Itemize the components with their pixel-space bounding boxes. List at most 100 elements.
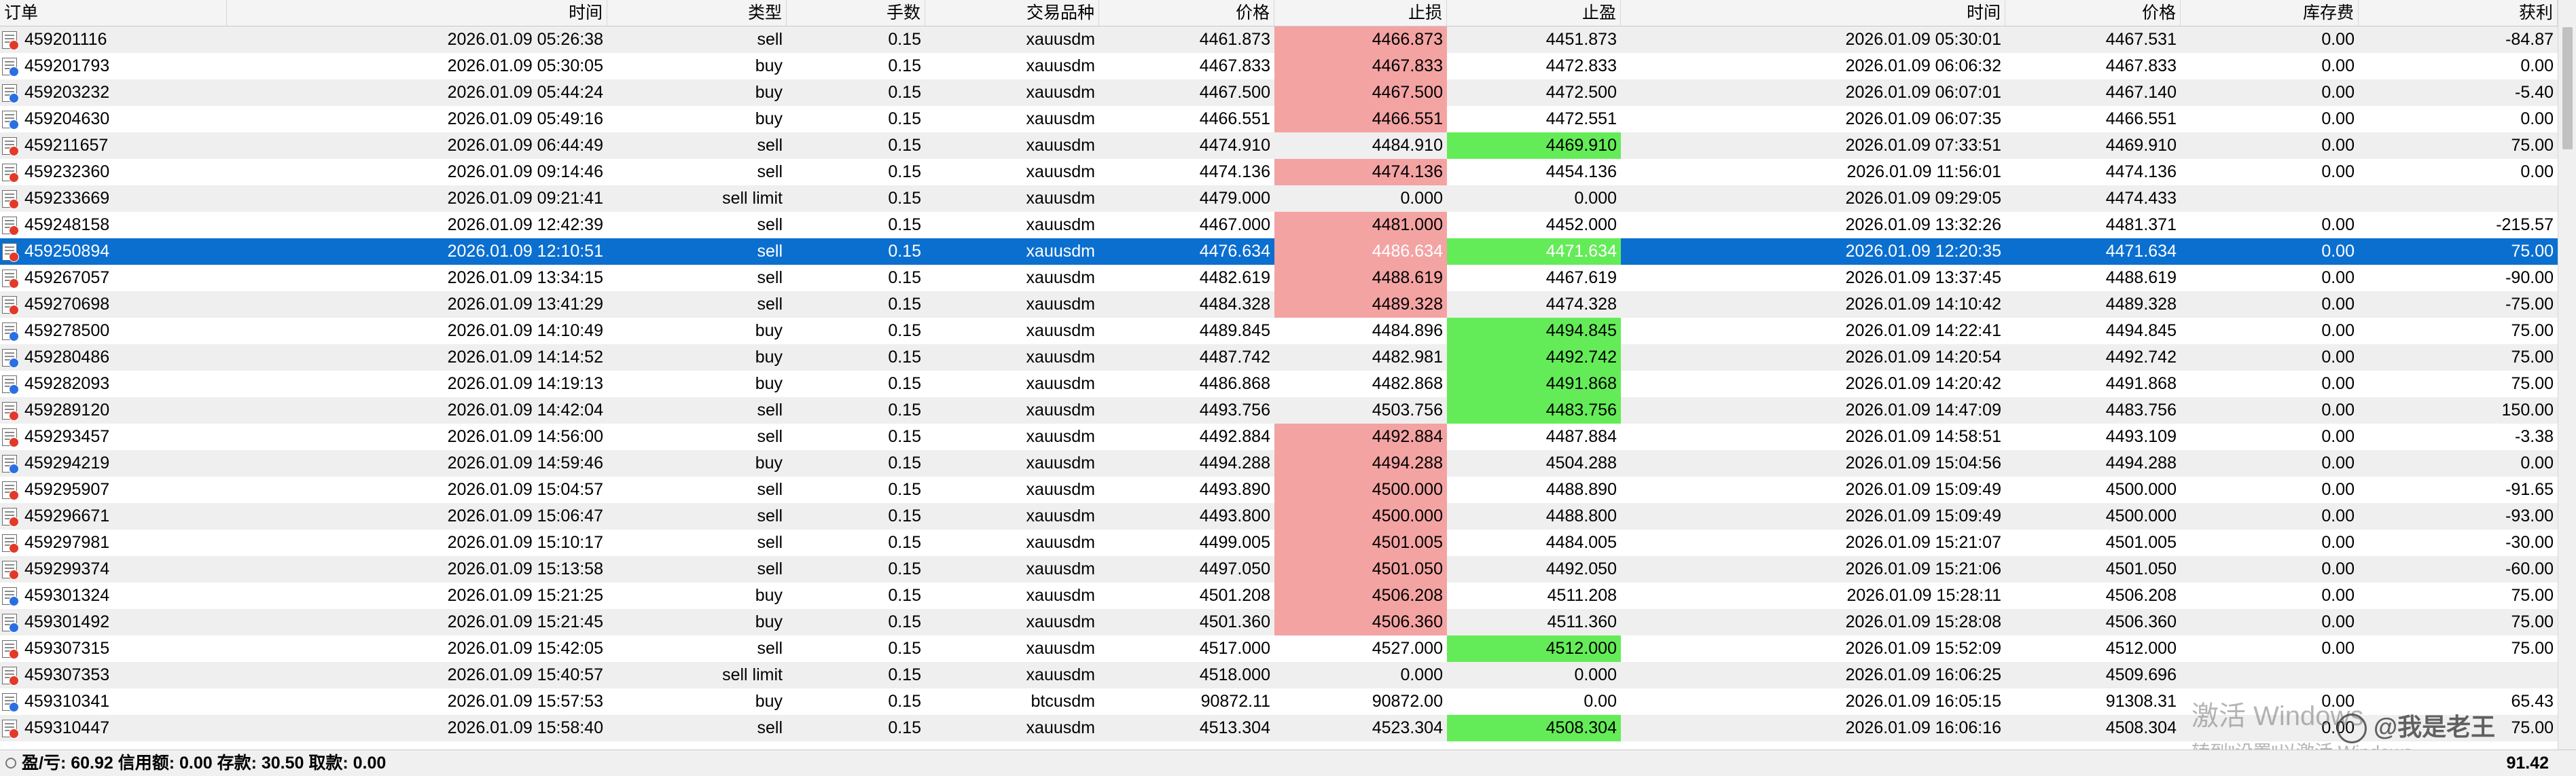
col-header-close-time[interactable]: 时间 xyxy=(1621,0,2005,26)
col-header-swap[interactable]: 库存费 xyxy=(2181,0,2359,26)
table-row[interactable]: 459301324 2026.01.09 15:21:25 buy 0.15 xauus… xyxy=(0,583,2558,609)
cell-profit: -91.65 xyxy=(2505,480,2554,499)
cell-type: buy xyxy=(755,454,783,473)
order-document-icon xyxy=(2,693,19,712)
table-row[interactable]: 459307353 2026.01.09 15:40:57 sell limit 0.… xyxy=(0,662,2558,688)
table-row[interactable]: 459201116 2026.01.09 05:26:38 sell 0.15 xauu… xyxy=(0,26,2558,53)
table-row[interactable]: 459233669 2026.01.09 09:21:41 sell limit 0.… xyxy=(0,185,2558,212)
cell-type: sell xyxy=(757,533,783,552)
table-row[interactable]: 459211657 2026.01.09 06:44:49 sell 0.15 xauu… xyxy=(0,132,2558,159)
order-document-icon xyxy=(2,481,19,500)
cell-close-time: 2026.01.09 14:22:41 xyxy=(1845,321,2001,340)
table-row[interactable]: 459280486 2026.01.09 14:14:52 buy 0.15 xauus… xyxy=(0,344,2558,371)
order-document-icon xyxy=(2,667,19,686)
cell-type: sell xyxy=(757,559,783,578)
order-status-dot xyxy=(9,517,19,527)
cell-type: buy xyxy=(755,321,783,340)
cell-take-profit: 4467.619 xyxy=(1545,268,1617,287)
cell-open-price: 4466.551 xyxy=(1199,109,1270,128)
order-document-icon xyxy=(2,164,19,183)
table-row[interactable]: 459248158 2026.01.09 12:42:39 sell 0.15 xauu… xyxy=(0,212,2558,238)
table-row[interactable]: 459278500 2026.01.09 14:10:49 buy 0.15 xauus… xyxy=(0,318,2558,344)
table-row[interactable]: 459250894 2026.01.09 12:10:51 sell 0.15 xauu… xyxy=(0,238,2558,265)
table-row[interactable]: 459297981 2026.01.09 15:10:17 sell 0.15 xauu… xyxy=(0,530,2558,556)
table-row[interactable]: 459299374 2026.01.09 15:13:58 sell 0.15 xauu… xyxy=(0,556,2558,583)
table-row[interactable]: 459201793 2026.01.09 05:30:05 buy 0.15 xauus… xyxy=(0,53,2558,79)
cell-swap: 0.00 xyxy=(2321,427,2355,446)
col-header-order[interactable]: 订单 xyxy=(0,0,227,26)
cell-close-time: 2026.01.09 06:07:01 xyxy=(1845,83,2001,102)
col-header-type[interactable]: 类型 xyxy=(607,0,787,26)
cell-take-profit: 4469.910 xyxy=(1447,132,1621,159)
table-row[interactable]: 459294219 2026.01.09 14:59:46 buy 0.15 xauus… xyxy=(0,450,2558,477)
cell-open-price: 90872.11 xyxy=(1200,692,1270,711)
cell-take-profit: 4492.742 xyxy=(1447,344,1621,371)
table-row[interactable]: 459293457 2026.01.09 14:56:00 sell 0.15 xauu… xyxy=(0,424,2558,450)
cell-open-time: 2026.01.09 14:59:46 xyxy=(447,454,603,473)
col-header-lots[interactable]: 手数 xyxy=(787,0,925,26)
table-row[interactable]: 459301492 2026.01.09 15:21:45 buy 0.15 xauus… xyxy=(0,609,2558,635)
table-row[interactable]: 459282093 2026.01.09 14:19:13 buy 0.15 xauus… xyxy=(0,371,2558,397)
order-document-icon xyxy=(2,375,19,394)
cell-open-price: 4493.756 xyxy=(1199,401,1270,420)
cell-order: 459201793 xyxy=(0,53,227,79)
table-row[interactable]: 459310447 2026.01.09 15:58:40 sell 0.15 xauu… xyxy=(0,715,2558,741)
cell-close-time: 2026.01.09 14:58:51 xyxy=(1845,427,2001,446)
cell-profit xyxy=(2359,662,2558,688)
cell-stop-loss: 4506.208 xyxy=(1274,583,1447,609)
cell-open-time: 2026.01.09 15:04:57 xyxy=(447,480,603,499)
order-document-icon xyxy=(2,243,19,262)
table-row[interactable]: 459295907 2026.01.09 15:04:57 sell 0.15 xauu… xyxy=(0,477,2558,503)
table-row[interactable]: 459204630 2026.01.09 05:49:16 buy 0.15 xauus… xyxy=(0,106,2558,132)
vertical-scrollbar[interactable] xyxy=(2558,0,2576,750)
col-header-close-price[interactable]: 价格 xyxy=(2005,0,2181,26)
col-header-profit[interactable]: 获利 xyxy=(2359,0,2558,26)
cell-type: buy xyxy=(755,109,783,128)
table-row[interactable]: 459203232 2026.01.09 05:44:24 buy 0.15 xauus… xyxy=(0,79,2558,106)
col-header-open-price[interactable]: 价格 xyxy=(1099,0,1274,26)
col-header-take-profit[interactable]: 止盈 xyxy=(1447,0,1621,26)
cell-swap: 0.00 xyxy=(2321,136,2355,155)
cell-swap: 0.00 xyxy=(2321,109,2355,128)
table-row[interactable]: 459307315 2026.01.09 15:42:05 sell 0.15 xauu… xyxy=(0,635,2558,662)
cell-symbol: xauusdm xyxy=(1026,401,1095,420)
cell-symbol: xauusdm xyxy=(1026,109,1095,128)
orders-table: 459201116 2026.01.09 05:26:38 sell 0.15 xauu… xyxy=(0,26,2558,741)
col-header-symbol[interactable]: 交易品种 xyxy=(925,0,1099,26)
cell-open-time: 2026.01.09 14:10:49 xyxy=(447,321,603,340)
cell-order: 459299374 xyxy=(0,556,227,583)
col-header-stop-loss[interactable]: 止损 xyxy=(1274,0,1447,26)
cell-profit: -215.57 xyxy=(2496,215,2554,234)
order-document-icon xyxy=(2,296,19,315)
cell-swap: 0.00 xyxy=(2321,348,2355,367)
table-row[interactable]: 459232360 2026.01.09 09:14:46 sell 0.15 xauu… xyxy=(0,159,2558,185)
cell-symbol: xauusdm xyxy=(1026,295,1095,314)
cell-symbol: xauusdm xyxy=(1026,454,1095,473)
order-status-dot xyxy=(9,676,19,686)
table-row[interactable]: 459270698 2026.01.09 13:41:29 sell 0.15 xauu… xyxy=(0,291,2558,318)
table-row[interactable]: 459296671 2026.01.09 15:06:47 sell 0.15 xauu… xyxy=(0,503,2558,530)
cell-stop-loss: 4500.000 xyxy=(1274,477,1447,503)
table-row[interactable]: 459289120 2026.01.09 14:42:04 sell 0.15 xauu… xyxy=(0,397,2558,424)
table-row[interactable]: 459267057 2026.01.09 13:34:15 sell 0.15 xauu… xyxy=(0,265,2558,291)
cell-type: sell limit xyxy=(722,189,783,208)
cell-close-time: 2026.01.09 16:06:25 xyxy=(1845,665,2001,684)
wechat-watermark: @我是老王 xyxy=(2337,706,2495,748)
cell-symbol: xauusdm xyxy=(1026,374,1095,393)
cell-lots: 0.15 xyxy=(888,295,921,314)
cell-stop-loss: 90872.00 xyxy=(1372,692,1443,711)
cell-order: 459289120 xyxy=(0,397,227,424)
cell-lots: 0.15 xyxy=(888,718,921,737)
cell-profit: 75.00 xyxy=(2511,612,2554,631)
scrollbar-thumb[interactable] xyxy=(2562,27,2573,149)
cell-symbol: xauusdm xyxy=(1026,162,1095,181)
col-header-open-time[interactable]: 时间 xyxy=(227,0,607,26)
cell-close-price: 4501.005 xyxy=(2105,533,2177,552)
order-status-dot xyxy=(9,728,19,739)
order-number: 459278500 xyxy=(24,321,110,340)
table-row[interactable]: 459310341 2026.01.09 15:57:53 buy 0.15 btcus… xyxy=(0,688,2558,715)
cell-stop-loss: 4527.000 xyxy=(1372,639,1443,658)
cell-order: 459310341 xyxy=(0,688,227,715)
cell-lots: 0.15 xyxy=(888,612,921,631)
cell-stop-loss: 4506.360 xyxy=(1274,609,1447,635)
